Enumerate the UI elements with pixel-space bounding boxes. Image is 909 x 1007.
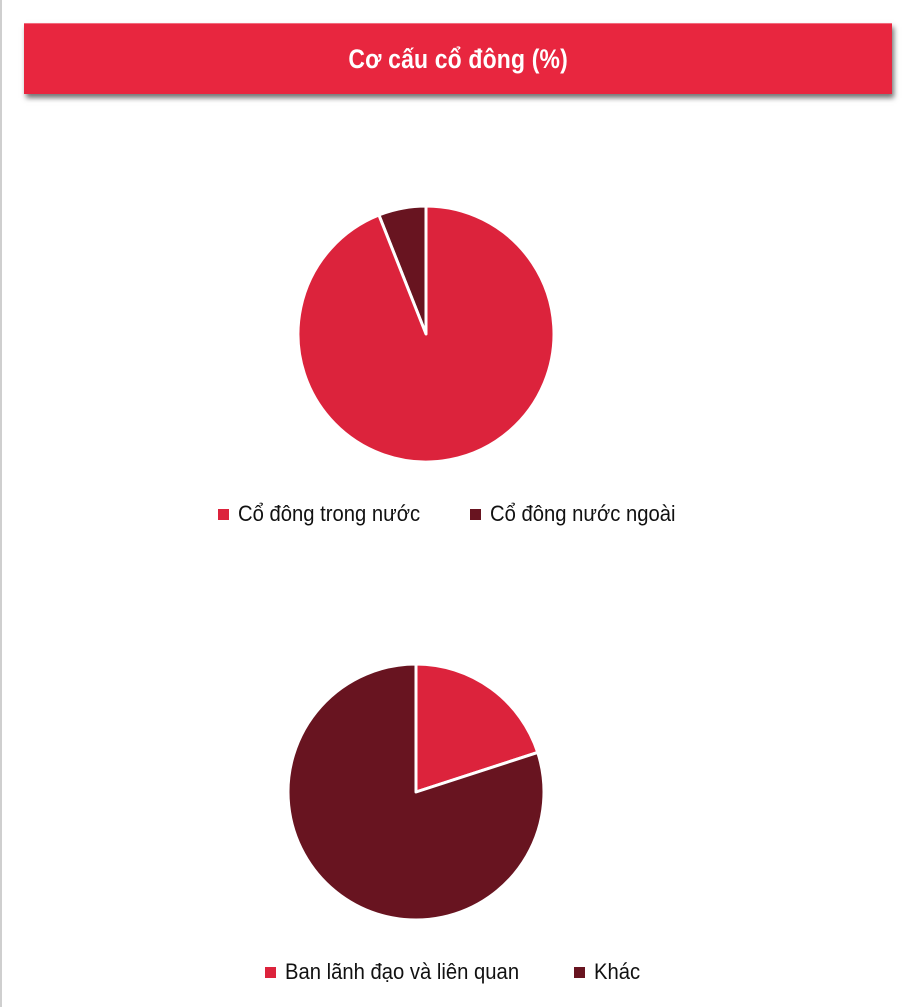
legend-item-other: Khác xyxy=(573,959,644,985)
section-header: Cơ cấu cổ đông (%) xyxy=(24,23,892,94)
legend-swatch xyxy=(469,508,481,520)
legend-nationality: Cổ đông trong nước Cổ đông nước ngoài xyxy=(0,501,909,527)
header-title: Cơ cấu cổ đông (%) xyxy=(348,43,568,74)
pie-slice-2-2 xyxy=(286,662,546,922)
legend-label: Ban lãnh đạo và liên quan xyxy=(285,959,520,984)
legend-swatch xyxy=(265,966,277,978)
legend-label: Cổ đông nước ngoài xyxy=(489,501,676,526)
legend-item-management: Ban lãnh đạo và liên quan xyxy=(265,959,539,985)
pie-slice-1-1 xyxy=(296,204,556,464)
legend-label: Khác xyxy=(593,959,640,984)
legend-item-foreign: Cổ đông nước ngoài xyxy=(469,501,692,527)
legend-swatch xyxy=(217,508,229,520)
legend-item-domestic: Cổ đông trong nước xyxy=(217,501,436,527)
legend-swatch xyxy=(573,966,585,978)
legend-ownership: Ban lãnh đạo và liên quan Khác xyxy=(0,959,909,985)
legend-label: Cổ đông trong nước xyxy=(237,501,420,526)
pie-slice-2-1 xyxy=(414,662,540,794)
left-border xyxy=(0,0,2,1007)
